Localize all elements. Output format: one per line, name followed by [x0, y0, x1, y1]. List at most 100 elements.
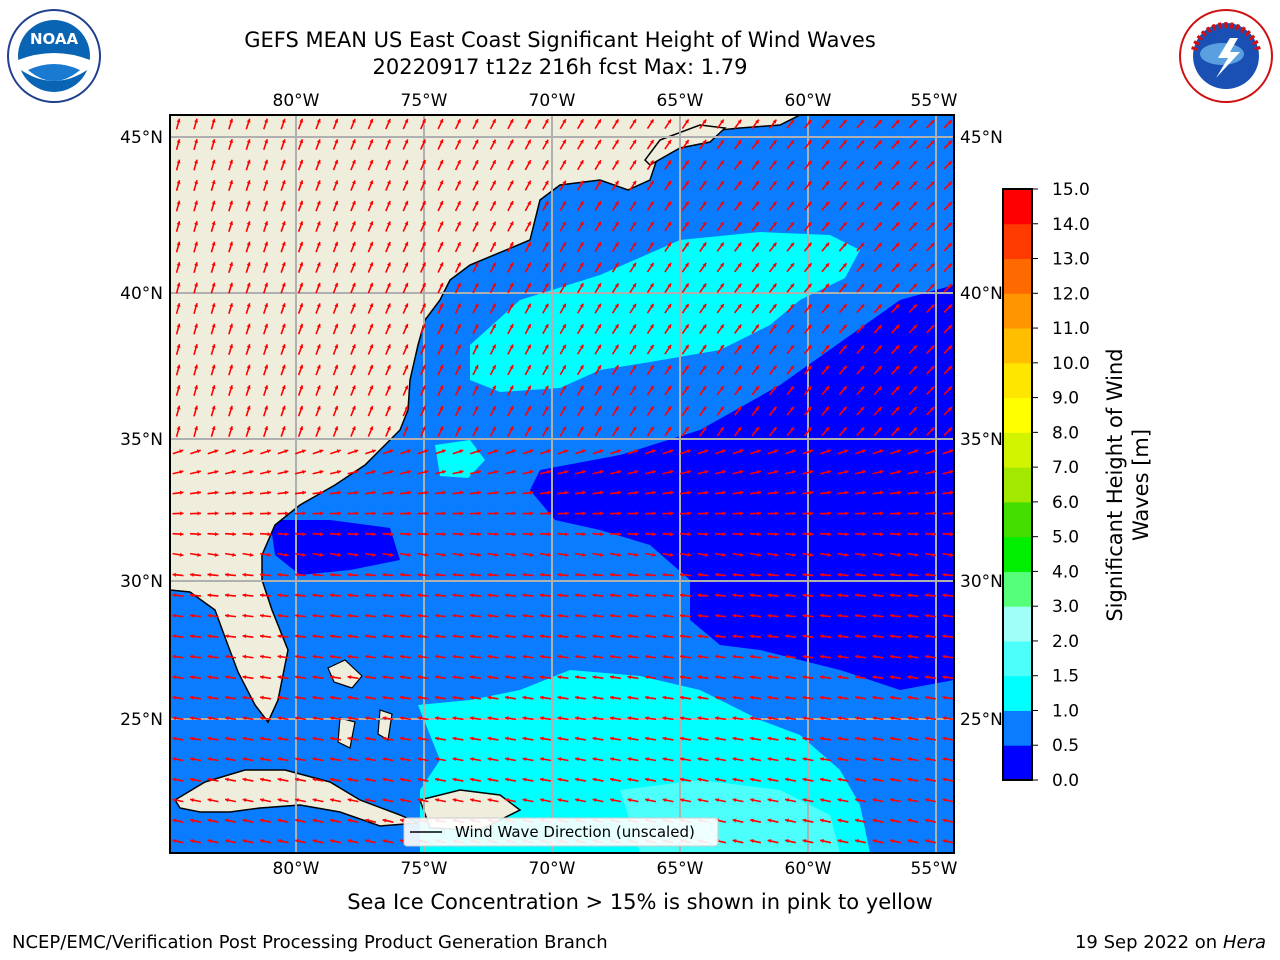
wave-arrow-head [562, 180, 566, 185]
wave-arrow-head [229, 282, 234, 287]
wave-arrow-head [334, 426, 339, 431]
wave-arrow-head [316, 159, 321, 164]
wave-arrow-head [547, 470, 551, 475]
lat-label-left: 40°N [120, 284, 163, 304]
wave-arrow-head [680, 675, 684, 680]
wave-arrow-head [755, 365, 759, 370]
wave-arrow-head [872, 736, 877, 741]
wave-arrow-head [732, 839, 737, 844]
wave-arrow-head [632, 242, 636, 247]
wave-arrow-head [505, 736, 509, 741]
wave-arrow-head [260, 716, 264, 721]
wave-arrow-head [319, 532, 324, 537]
wave-arrow-head [194, 241, 199, 246]
wave-arrow-head [505, 654, 509, 659]
wave-arrow-head [662, 798, 667, 803]
wave-arrow-head [837, 654, 842, 659]
wave-arrow-head [302, 511, 306, 516]
wave-arrow-head [907, 716, 912, 721]
wave-arrow-head [176, 344, 181, 349]
wave-arrow-head [582, 532, 586, 537]
wave-arrow-head [509, 303, 514, 308]
wave-arrow-head [562, 119, 566, 124]
wave-arrow-head [457, 262, 461, 267]
wave-arrow-head [172, 757, 177, 762]
wave-arrow-head [557, 695, 562, 700]
wave-arrow-head [610, 695, 614, 700]
wave-arrow-head [720, 119, 724, 124]
wave-arrow-head [785, 572, 789, 577]
wave-arrow-head [890, 818, 894, 823]
wave-arrow-head [459, 552, 464, 557]
wave-arrow-head [172, 818, 177, 823]
wave-arrow-head [544, 221, 549, 226]
wave-arrow-head [756, 449, 761, 454]
wave-arrow-head [627, 634, 632, 639]
wave-arrow-head [720, 160, 724, 165]
wave-arrow-head [354, 449, 359, 454]
wave-arrow-head [351, 303, 356, 308]
wave-arrow-head [197, 552, 201, 557]
wave-arrow-head [527, 303, 531, 308]
wave-arrow-head [527, 365, 531, 370]
wave-arrow-head [855, 675, 859, 680]
wave-arrow-head [421, 119, 426, 123]
wave-arrow-head [404, 385, 409, 390]
wave-arrow-head [522, 736, 527, 741]
wave-arrow-head [614, 242, 619, 247]
wave-arrow-head [382, 675, 387, 680]
wave-arrow-head [369, 241, 374, 246]
wave-arrow-head [347, 634, 352, 639]
wave-arrow-head [809, 490, 814, 495]
wave-arrow-head [755, 222, 759, 227]
wave-arrow-head [877, 345, 882, 350]
wave-arrow-head [617, 490, 621, 495]
wave-arrow-head [942, 757, 947, 762]
wave-arrow-head [942, 777, 947, 782]
wave-arrow-head [837, 757, 842, 762]
wave-arrow-head [260, 634, 264, 639]
wave-arrow-head [807, 140, 812, 145]
wave-arrow-head [702, 304, 707, 309]
wave-arrow-head [267, 552, 271, 557]
colorbar-segment [1003, 258, 1032, 294]
wave-arrow-head [347, 695, 352, 700]
wave-arrow-head [347, 757, 352, 762]
wave-arrow-head [720, 304, 724, 309]
wave-arrow-head [404, 159, 409, 164]
wave-arrow-head [452, 634, 457, 639]
wave-arrow-head [281, 426, 286, 431]
noaa-logo: NOAA [7, 9, 101, 103]
wave-arrow-head [684, 385, 689, 390]
wave-arrow-head [389, 552, 394, 557]
wave-arrow-head [820, 839, 824, 844]
wave-arrow-head [827, 532, 831, 537]
wave-arrow-head [281, 303, 286, 308]
wave-arrow-head [299, 426, 304, 431]
wave-arrow-head [842, 427, 847, 432]
wave-arrow-head [720, 365, 724, 370]
wave-arrow-head [527, 180, 531, 185]
wave-arrow-head [211, 282, 216, 287]
wave-arrow-head [825, 140, 830, 145]
wave-arrow-head [194, 221, 199, 226]
wave-arrow-head [382, 798, 387, 803]
wave-arrow-head [176, 241, 181, 246]
wave-arrow-head [312, 634, 317, 639]
wave-arrow-head [557, 654, 562, 659]
wave-arrow-head [807, 181, 812, 186]
lon-label-top: 70°W [529, 91, 576, 111]
wave-arrow-head [767, 777, 772, 782]
wave-arrow-head [176, 118, 181, 123]
wave-arrow-head [579, 139, 584, 144]
wave-arrow-head [842, 242, 847, 247]
wave-arrow-head [330, 716, 334, 721]
wave-arrow-head [211, 426, 216, 431]
wave-arrow-head [825, 427, 830, 432]
wave-arrow-head [277, 654, 282, 659]
wave-arrow-head [295, 572, 299, 577]
wave-arrow-head [767, 839, 772, 844]
wave-arrow-head [295, 818, 299, 823]
wave-arrow-head [652, 552, 656, 557]
wave-arrow-head [667, 385, 672, 390]
